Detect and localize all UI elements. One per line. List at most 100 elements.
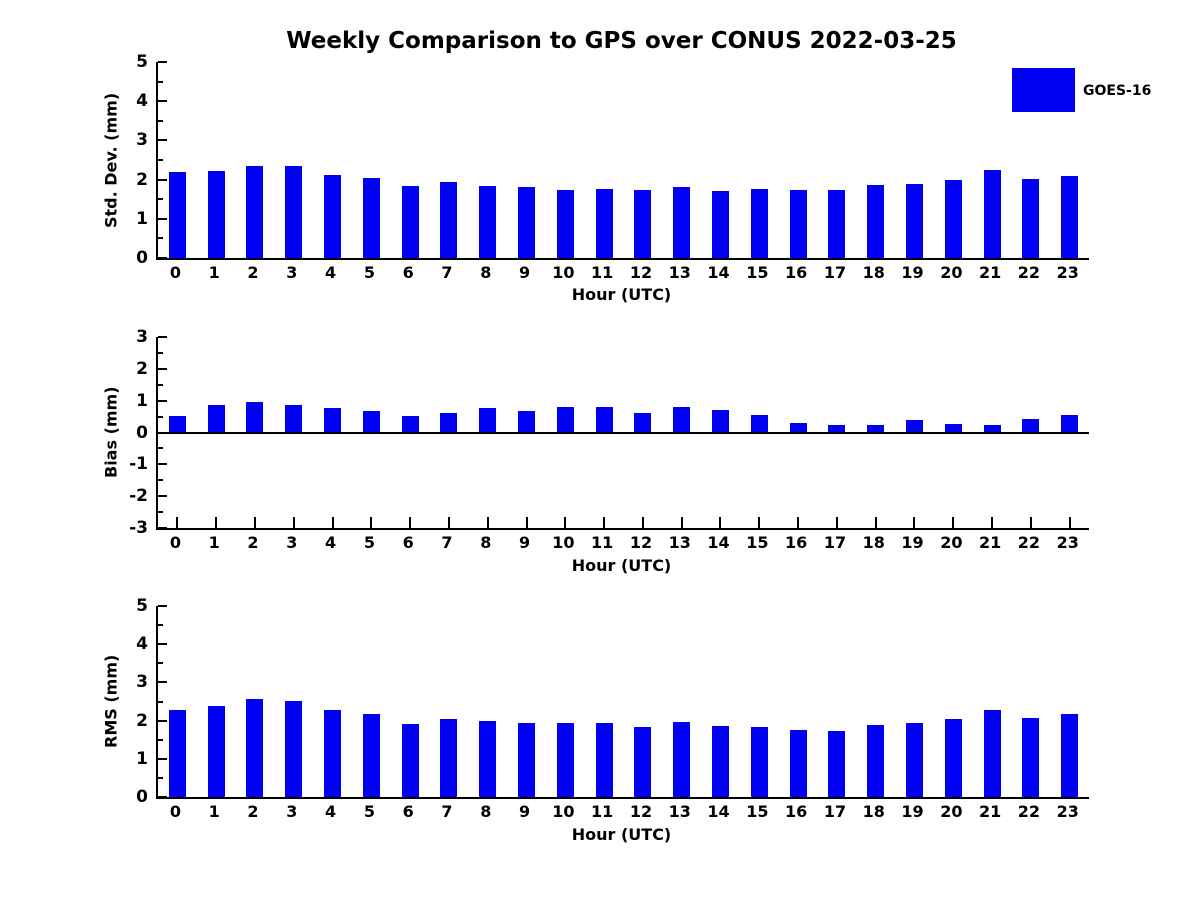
x-tick-label: 4 [325,533,337,552]
bar-hour-10 [556,406,574,433]
legend-label: GOES-16 [1083,83,1152,99]
x-tick-label: 15 [746,533,769,552]
y-tick-label: -3 [129,518,148,538]
x-tick-label: 1 [208,802,220,821]
y-tick-label: 3 [136,327,148,347]
x-tick-label: 23 [1056,263,1079,282]
x-tick-label: 2 [247,533,259,552]
y-major-tick [158,139,167,142]
x-tick-label: 22 [1017,263,1041,282]
x-tick-labels: 0 1 2 3 4 5 6 7 8 9 10 11 12 13 14 15 16 17 18 19 20 21 22 23 [156,533,1087,553]
y-tick-label: -1 [129,454,148,475]
bar-hour-15 [750,414,768,433]
bar-hour-7 [440,182,458,258]
bar-hour-20 [944,719,962,797]
x-tick-label: 14 [707,533,730,552]
x-major-tick [447,517,450,528]
bar-hour-11 [595,189,613,258]
bar-hour-12 [634,726,652,797]
y-tick-label: 4 [136,91,148,112]
bar-hour-1 [207,706,225,797]
y-tick-label: 5 [136,52,148,72]
x-axis-label: Hour (UTC) [571,556,672,575]
bar-hour-5 [362,714,380,797]
x-tick-label: 8 [480,533,492,552]
x-tick-label: 20 [940,533,963,552]
x-tick-labels: 0 1 2 3 4 5 6 7 8 9 10 11 12 13 14 15 16 17 18 19 20 21 22 23 [156,802,1087,822]
y-tick-label: 5 [136,596,148,616]
x-tick-label: 17 [823,263,847,282]
y-major-tick [158,681,167,684]
bar-hour-12 [634,189,652,258]
bar-hour-22 [1022,419,1040,433]
y-minor-tick [158,351,163,354]
bar-hour-8 [479,186,497,258]
x-tick-label: 21 [979,263,1002,282]
x-tick-label: 3 [286,263,298,282]
bar-hour-21 [983,169,1001,258]
zero-line [158,431,1089,434]
x-tick-label: 7 [441,263,453,282]
y-major-tick [158,100,167,103]
x-tick-label: 18 [862,263,885,282]
x-axis-label: Hour (UTC) [571,285,672,304]
bar-hour-9 [518,411,536,433]
y-tick-label: 2 [136,169,148,190]
x-tick-label: 4 [325,263,337,282]
x-tick-label: 5 [363,263,375,282]
legend-color-swatch [1012,68,1075,112]
x-tick-label: 5 [363,802,375,821]
x-tick-label: 14 [707,802,730,821]
bar-hour-16 [789,729,807,797]
y-tick-label: -2 [129,486,148,507]
y-minor-tick [158,700,163,703]
x-tick-label: 3 [286,802,298,821]
x-major-tick [525,517,528,528]
y-minor-tick [158,511,163,514]
x-tick-label: 23 [1056,533,1079,552]
y-minor-tick [158,383,163,386]
x-tick-label: 1 [208,533,220,552]
bar-hour-1 [207,405,225,433]
bar-hour-2 [246,165,264,258]
bar-hour-0 [168,171,186,258]
bar-hour-23 [1061,714,1079,797]
x-major-tick [486,517,489,528]
bar-hour-19 [905,420,923,433]
bar-hour-0 [168,415,186,433]
bar-hour-11 [595,406,613,433]
x-tick-label: 18 [862,802,885,821]
bar-hour-3 [285,405,303,433]
plot-area: -3 -2 -1 0 1 2 3 [129,327,1089,538]
x-major-tick [370,517,373,528]
x-tick-label: 3 [286,533,298,552]
x-major-tick [913,517,916,528]
bar-hour-20 [944,423,962,433]
y-minor-tick [158,479,163,482]
bar-hour-14 [711,190,729,258]
bar-hour-5 [362,411,380,433]
y-tick-label: 2 [136,710,148,731]
bar-hour-0 [168,709,186,797]
x-tick-label: 0 [169,802,181,821]
x-tick-label: 11 [591,802,614,821]
x-tick-label: 0 [169,533,181,552]
x-major-tick [835,517,838,528]
y-major-tick [158,495,167,498]
bar-hour-1 [207,170,225,258]
bar-hour-19 [905,722,923,797]
bar-hour-2 [246,401,264,433]
x-major-tick [253,517,256,528]
x-tick-label: 14 [707,263,730,282]
bar-hour-23 [1061,414,1079,433]
y-tick-label: 1 [136,748,148,769]
x-tick-label: 16 [785,263,808,282]
x-tick-label: 17 [823,533,847,552]
x-tick-label: 9 [519,802,531,821]
y-major-tick [158,605,167,607]
bar-hour-9 [518,723,536,797]
x-tick-label: 20 [940,263,963,282]
x-tick-label: 8 [480,263,492,282]
bar-hour-18 [867,724,885,797]
